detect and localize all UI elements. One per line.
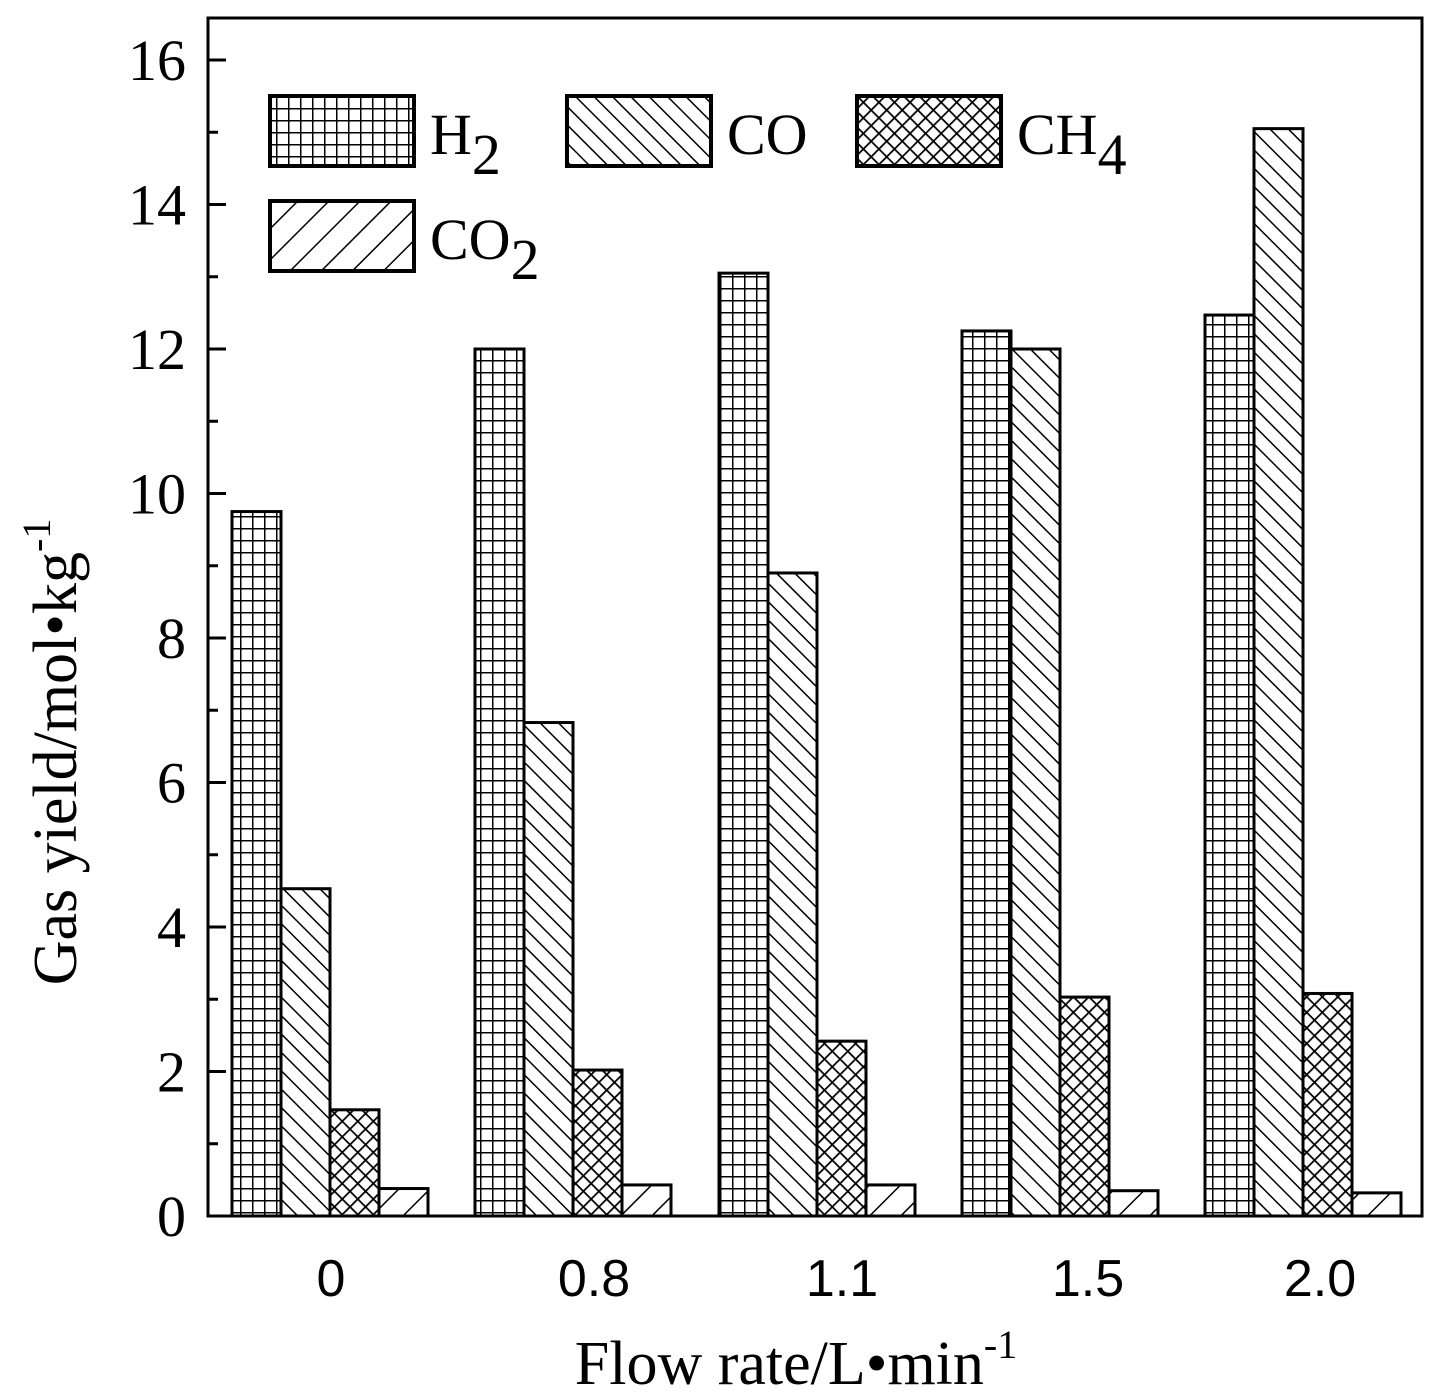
bar-h2-0.8 — [473, 347, 526, 1218]
x-axis-tick-labels: 0 0.8 1.1 1.5 2.0 — [317, 1250, 1357, 1308]
bar-co-1.1 — [766, 571, 819, 1218]
legend-label-ch4: CH4 — [1017, 102, 1127, 187]
y-axis-tick-labels: 0 2 4 6 8 10 12 14 16 — [128, 28, 186, 1249]
bar-h2-1.1 — [717, 271, 770, 1218]
y-tick-label: 10 — [128, 462, 186, 527]
legend-swatch-ch4 — [855, 94, 1003, 168]
y-axis-ticks — [208, 58, 226, 1218]
bar-ch4-1.5 — [1058, 995, 1111, 1218]
bar-h2-0 — [230, 510, 283, 1218]
legend-swatch-co2 — [268, 199, 416, 273]
y-tick-label: 0 — [157, 1184, 186, 1249]
legend-label-h2: H2 — [430, 102, 501, 187]
plot-frame — [206, 16, 1424, 1218]
x-axis-label-superscript: -1 — [984, 1322, 1017, 1367]
bar-ch4-0 — [328, 1108, 381, 1218]
y-axis-label: Gas yield/mol•kg-1 — [14, 519, 90, 986]
x-axis-label: Flow rate/L•min-1 — [575, 1322, 1017, 1398]
y-tick-label: 16 — [128, 28, 186, 93]
x-tick-label: 0 — [317, 1250, 346, 1308]
bar-co-0.8 — [522, 721, 575, 1218]
x-tick-label: 1.5 — [1052, 1250, 1124, 1308]
x-tick-label: 0.8 — [558, 1250, 630, 1308]
y-tick-label: 4 — [157, 895, 186, 960]
y-tick-label: 8 — [157, 606, 186, 671]
y-tick-label: 6 — [157, 751, 186, 816]
bar-co-2.0 — [1252, 127, 1305, 1218]
bar-co2-0 — [377, 1187, 430, 1218]
y-tick-label: 2 — [157, 1040, 186, 1105]
bar-h2-2.0 — [1203, 313, 1256, 1218]
bar-co-0 — [279, 887, 332, 1218]
legend-swatch-h2 — [268, 94, 416, 168]
legend: H2 CO CH4 CO2 — [268, 94, 1127, 292]
bar-co2-0.8 — [620, 1183, 673, 1218]
y-tick-label: 12 — [128, 317, 186, 382]
x-tick-label: 2.0 — [1284, 1250, 1356, 1308]
bar-co-1.5 — [1009, 347, 1062, 1218]
bar-co2-2.0 — [1350, 1191, 1403, 1218]
x-tick-label: 1.1 — [806, 1250, 878, 1308]
bar-co2-1.5 — [1107, 1189, 1160, 1218]
bar-h2-1.5 — [960, 329, 1013, 1218]
legend-label-co2: CO2 — [430, 207, 540, 292]
y-axis-label-superscript: -1 — [14, 519, 59, 552]
legend-label-co: CO — [727, 102, 808, 167]
bar-ch4-1.1 — [815, 1039, 868, 1218]
legend-swatch-co — [565, 94, 713, 168]
bar-co2-1.1 — [864, 1183, 917, 1218]
bar-ch4-2.0 — [1301, 991, 1354, 1218]
bar-ch4-0.8 — [571, 1068, 624, 1218]
bars-layer — [230, 127, 1403, 1218]
y-tick-label: 14 — [128, 173, 186, 238]
